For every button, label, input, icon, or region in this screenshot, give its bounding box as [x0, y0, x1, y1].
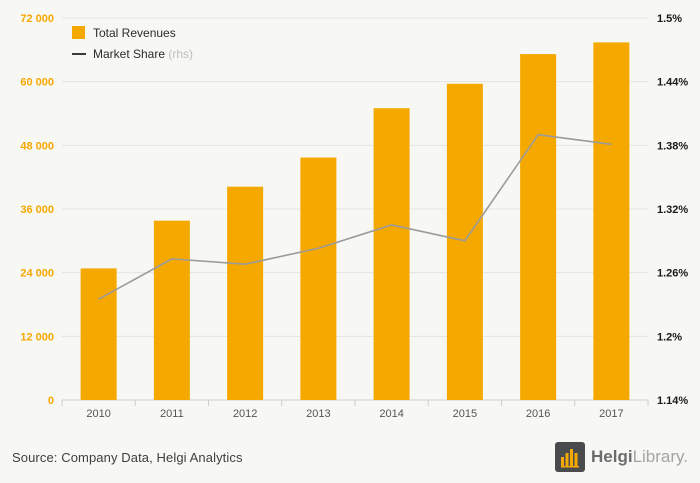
legend-label-total-revenues: Total Revenues: [93, 26, 176, 40]
source-attribution: Source: Company Data, Helgi Analytics: [12, 449, 243, 465]
logo-text-primary: Helgi: [591, 447, 633, 466]
revenue-bar-2010: [80, 268, 117, 400]
right-axis-tick-label: 1.5%: [657, 13, 682, 25]
logo-wordmark: HelgiLibrary.: [591, 447, 688, 467]
x-axis-label-2016: 2016: [526, 408, 550, 420]
left-axis-tick-label: 48 000: [20, 140, 54, 152]
left-axis-tick-label: 72 000: [20, 13, 54, 25]
right-axis-tick-label: 1.26%: [657, 268, 688, 280]
x-axis-label-2015: 2015: [453, 408, 477, 420]
legend-label-market-share: Market Share (rhs): [93, 47, 193, 61]
right-axis-tick-label: 1.38%: [657, 140, 688, 152]
left-axis-tick-label: 36 000: [20, 204, 54, 216]
market-share-line: [98, 133, 612, 300]
right-axis-tick-label: 1.44%: [657, 77, 688, 89]
x-axis-label-2014: 2014: [379, 408, 403, 420]
chart-area: 0 1.14% 12 000 1.2% 24 000 1.26% 36 000 1.32% 48…: [20, 13, 688, 420]
x-axis-label-2017: 2017: [599, 408, 623, 420]
revenue-bar-2014: [373, 108, 410, 400]
helgi-logo-icon: [555, 442, 585, 472]
left-axis-tick-label: 12 000: [20, 331, 54, 343]
helgi-library-logo: HelgiLibrary.: [555, 442, 688, 472]
revenue-market-share-chart: 0 1.14% 12 000 1.2% 24 000 1.26% 36 000 1.32% 48…: [20, 13, 688, 420]
revenue-bar-2016: [520, 54, 557, 400]
x-axis-label-2013: 2013: [306, 408, 330, 420]
x-axis-label-2012: 2012: [233, 408, 257, 420]
right-axis-tick-label: 1.32%: [657, 204, 688, 216]
right-axis-tick-label: 1.14%: [657, 395, 688, 407]
logo-text-secondary: Library.: [632, 447, 688, 466]
revenue-bar-2017: [593, 42, 630, 401]
x-axis-label-2011: 2011: [160, 408, 184, 420]
left-axis-tick-label: 0: [48, 395, 54, 407]
revenue-bar-2011: [153, 220, 190, 400]
revenue-bar-2015: [446, 83, 483, 401]
right-axis-tick-label: 1.2%: [657, 331, 682, 343]
legend-swatch-total-revenues: [72, 26, 85, 39]
revenue-bar-2013: [300, 157, 337, 400]
left-axis-tick-label: 24 000: [20, 268, 54, 280]
left-axis-tick-label: 60 000: [20, 77, 54, 89]
x-axis-label-2010: 2010: [86, 408, 110, 420]
footer: Source: Company Data, Helgi Analytics He…: [0, 432, 700, 482]
revenue-bar-2012: [227, 186, 264, 400]
